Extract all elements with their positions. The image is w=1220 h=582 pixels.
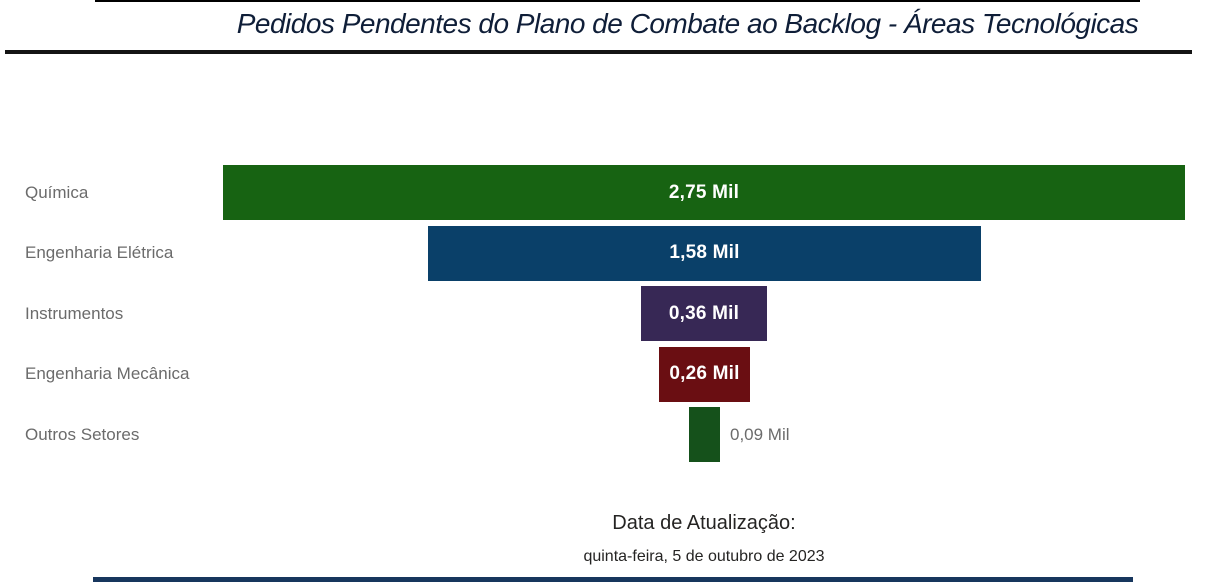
category-label: Química bbox=[25, 182, 89, 202]
top-edge-line bbox=[95, 0, 1140, 2]
funnel-bar[interactable]: 0,36 Mil bbox=[641, 286, 767, 341]
funnel-bar[interactable] bbox=[689, 407, 720, 462]
funnel-bar[interactable]: 0,26 Mil bbox=[659, 346, 750, 402]
bar-value-label: 0,26 Mil bbox=[669, 363, 740, 384]
bar-track: 0,09 Mil bbox=[223, 407, 1185, 462]
bar-value-label: 0,36 Mil bbox=[668, 302, 740, 324]
category-label: Engenharia Mecânica bbox=[25, 364, 190, 383]
title-underline bbox=[5, 50, 1192, 54]
bar-value-label: 1,58 Mil bbox=[669, 242, 740, 263]
funnel-bar[interactable]: 2,75 Mil bbox=[223, 165, 1185, 220]
bar-value-label: 0,09 Mil bbox=[730, 424, 790, 444]
footer-update-label: Data de Atualização: bbox=[612, 512, 796, 534]
chart-title: Pedidos Pendentes do Plano de Combate ao… bbox=[236, 8, 1139, 39]
funnel-row: Outros Setores 0,09 Mil bbox=[0, 407, 1220, 462]
funnel-row: Engenharia Mecânica 0,26 Mil bbox=[0, 346, 1220, 402]
category-label: Outros Setores bbox=[25, 424, 140, 444]
bar-track: 2,75 Mil bbox=[223, 165, 1185, 220]
category-label: Engenharia Elétrica bbox=[25, 243, 174, 262]
funnel-row: Química 2,75 Mil bbox=[0, 165, 1220, 220]
funnel-row: Instrumentos 0,36 Mil bbox=[0, 286, 1220, 341]
bar-track: 1,58 Mil bbox=[223, 225, 1185, 281]
funnel-row: Engenharia Elétrica 1,58 Mil bbox=[0, 225, 1220, 281]
bar-track: 0,36 Mil bbox=[223, 286, 1185, 341]
bar-value-label: 2,75 Mil bbox=[668, 181, 740, 203]
footer-update-date: quinta-feira, 5 de outubro de 2023 bbox=[583, 548, 825, 565]
bottom-edge-line bbox=[93, 577, 1133, 582]
funnel-bar[interactable]: 1,58 Mil bbox=[428, 225, 981, 281]
bar-track: 0,26 Mil bbox=[223, 346, 1185, 402]
category-label: Instrumentos bbox=[25, 303, 124, 323]
